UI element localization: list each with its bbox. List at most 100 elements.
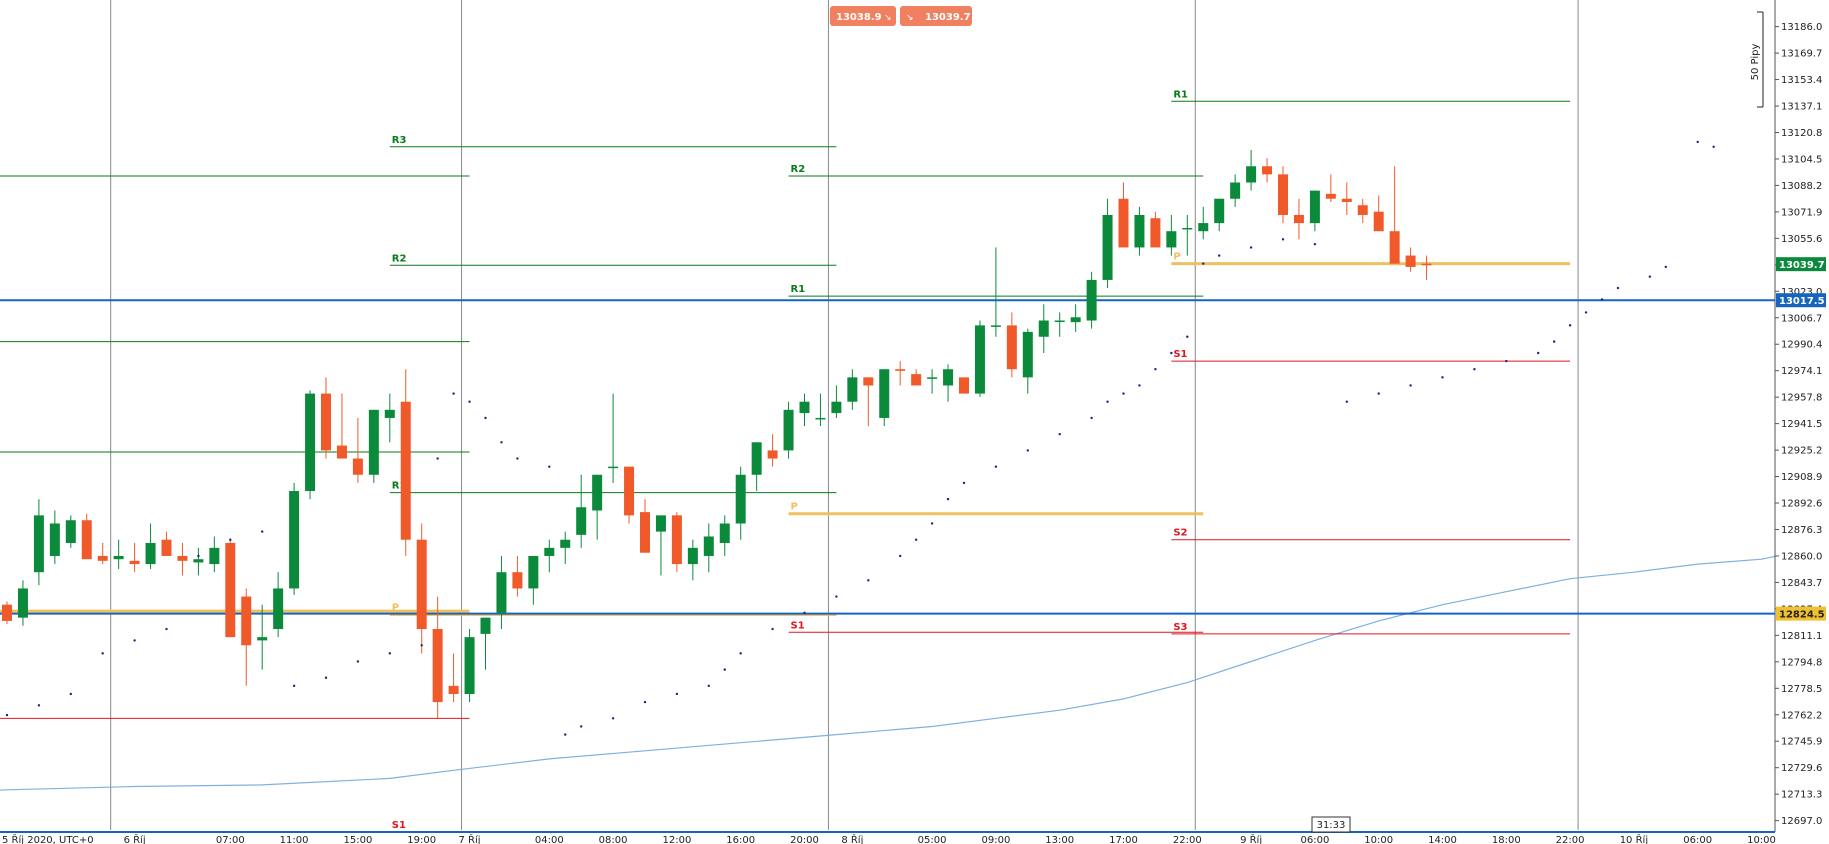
sar-dot — [1552, 340, 1556, 343]
candle-body — [895, 369, 906, 371]
sar-dot — [771, 627, 774, 631]
candle-body — [161, 539, 172, 556]
sar-dot — [1377, 392, 1380, 395]
price-tick-label: 12957.8 — [1781, 393, 1822, 404]
time-tick-label: 9 Říj — [1240, 833, 1262, 844]
sar-dot — [436, 457, 439, 460]
price-tick-label: 12990.4 — [1781, 340, 1822, 351]
candle — [847, 369, 858, 410]
candle-body — [1182, 227, 1193, 230]
sar-dot — [1345, 400, 1349, 403]
bid-tag[interactable] — [830, 6, 896, 26]
candle-body — [863, 377, 874, 386]
price-tick-label: 13071.9 — [1781, 207, 1822, 218]
price-tag-box — [1776, 293, 1826, 308]
candle — [927, 369, 938, 394]
candle-body — [1262, 166, 1273, 175]
candle — [560, 531, 571, 565]
sar-dot — [930, 522, 934, 525]
candle — [990, 247, 1001, 337]
candle — [1278, 166, 1288, 224]
time-tick-label: 04:00 — [535, 835, 564, 844]
sar-dot — [548, 465, 551, 468]
candle-body — [528, 555, 539, 589]
sar-dot — [643, 700, 647, 704]
price-tick-label: 12908.9 — [1781, 472, 1822, 483]
sar-dot — [197, 554, 200, 558]
candle-body — [959, 377, 969, 394]
sar-dot — [1664, 265, 1668, 269]
candle — [1357, 198, 1368, 224]
sar-dot — [516, 457, 519, 460]
candle — [608, 393, 619, 483]
candle-body — [1086, 279, 1097, 321]
candle — [480, 617, 491, 670]
candle-body — [943, 369, 954, 386]
time-axis[interactable]: 5 Říj 2020, UTC+0 6 Říj 07:00 11:00 15:00 19:… — [0, 831, 1829, 844]
candle-body — [592, 474, 603, 511]
candle — [273, 572, 284, 638]
candle — [352, 417, 363, 483]
candle — [687, 539, 698, 581]
time-tick-label: 09:00 — [981, 835, 1010, 844]
candle — [640, 499, 650, 553]
time-tick-label: 18:00 — [1492, 835, 1521, 844]
pivot-label-s1: S1 — [392, 820, 406, 831]
price-tick-label: 13153.4 — [1781, 75, 1822, 86]
horizontal-line-layer — [0, 299, 1775, 615]
candle — [145, 523, 156, 569]
candle-body — [384, 409, 395, 418]
candle — [799, 393, 810, 427]
sar-dot — [1537, 351, 1540, 355]
sar-dot — [37, 704, 41, 707]
price-axis[interactable]: 13186.0 13169.7 13153.4 13137.1 13120.8 13104… — [1774, 0, 1829, 844]
sar-dot — [962, 481, 966, 485]
time-tick-label: 14:00 — [1428, 835, 1457, 844]
candle — [1214, 198, 1225, 232]
candle-body — [1246, 166, 1257, 183]
sar-dot — [1249, 246, 1253, 249]
candle — [1421, 255, 1432, 280]
sar-dot — [580, 725, 583, 728]
bid-ask-panel[interactable]: 13038.9 ↘ ↘ 13039.7 — [830, 6, 972, 26]
time-tick-label: 16:00 — [726, 835, 755, 844]
candle-body — [687, 547, 698, 565]
candle-body — [1405, 255, 1416, 267]
candle-body — [974, 325, 985, 394]
pivot-label-s1: S1 — [1173, 349, 1187, 360]
price-tick-label: 12892.6 — [1781, 499, 1822, 510]
candle — [1134, 206, 1145, 256]
sar-dot — [707, 684, 710, 688]
sar-dot — [1616, 286, 1620, 290]
candle-body — [432, 629, 443, 703]
candle — [400, 369, 411, 556]
time-tick-label: 20:00 — [790, 835, 819, 844]
candle-body — [289, 491, 300, 589]
price-tick-label: 13006.7 — [1781, 313, 1822, 324]
price-tick-label: 12729.6 — [1781, 763, 1822, 774]
sar-dot — [1584, 311, 1588, 314]
sar-dot — [420, 644, 423, 647]
price-tick-label: 12794.8 — [1781, 657, 1822, 668]
candle-body — [257, 637, 268, 641]
sar-dot — [723, 668, 726, 671]
candle-body — [209, 547, 220, 565]
sar-dot — [1568, 324, 1572, 327]
sar-dot — [1170, 351, 1173, 355]
candle — [1230, 174, 1241, 207]
candle — [1166, 214, 1177, 256]
sar-dot — [500, 441, 503, 444]
pivot-label-p: P — [791, 502, 798, 513]
price-tick-label: 13120.8 — [1781, 128, 1822, 139]
candle — [544, 539, 555, 573]
candle — [815, 393, 826, 427]
candle — [432, 596, 443, 719]
sar-dot — [1058, 432, 1061, 436]
candle — [1102, 198, 1113, 289]
ask-tag[interactable] — [900, 6, 972, 26]
candle — [416, 523, 427, 654]
time-axis-bg — [0, 832, 1829, 844]
candle-body — [624, 466, 635, 516]
